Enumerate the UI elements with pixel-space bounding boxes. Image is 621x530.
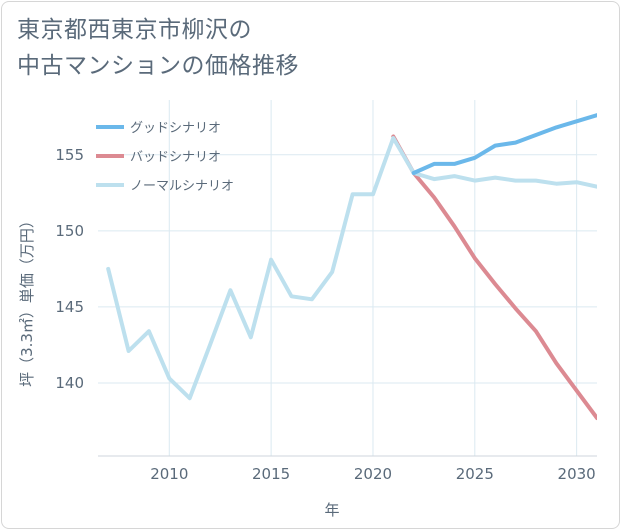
y-tick-label: 140 (55, 374, 84, 392)
x-tick-label: 2020 (354, 465, 392, 483)
y-tick-label: 145 (55, 298, 84, 316)
chart-title-line-2: 中古マンションの価格推移 (17, 53, 299, 79)
x-tick-label: 2010 (150, 465, 188, 483)
x-tick-label: 2025 (456, 465, 494, 483)
legend-label: グッドシナリオ (130, 121, 221, 136)
series-line-2 (106, 136, 597, 401)
series-layer (106, 113, 597, 420)
chart-title: 東京都西東京市柳沢の 中古マンションの価格推移 (17, 12, 299, 84)
chart-title-line-1: 東京都西東京市柳沢の (17, 17, 252, 43)
series-line-1 (391, 134, 597, 420)
x-axis-title: 年 (324, 501, 339, 519)
y-axis-ticks: 140 145 150 155 (55, 146, 84, 392)
legend-label: バッドシナリオ (130, 150, 221, 165)
y-tick-label: 155 (55, 146, 84, 164)
x-tick-label: 2030 (558, 465, 596, 483)
series-line-0 (411, 113, 597, 175)
y-tick-label: 150 (55, 222, 84, 240)
legend-label: ノーマルシナリオ (130, 179, 234, 194)
y-axis-title: 坪（3.3㎡）単価（万円） (18, 213, 36, 387)
x-tick-label: 2015 (252, 465, 290, 483)
x-axis-ticks: 2010 2015 2020 2025 2030 (150, 465, 596, 483)
